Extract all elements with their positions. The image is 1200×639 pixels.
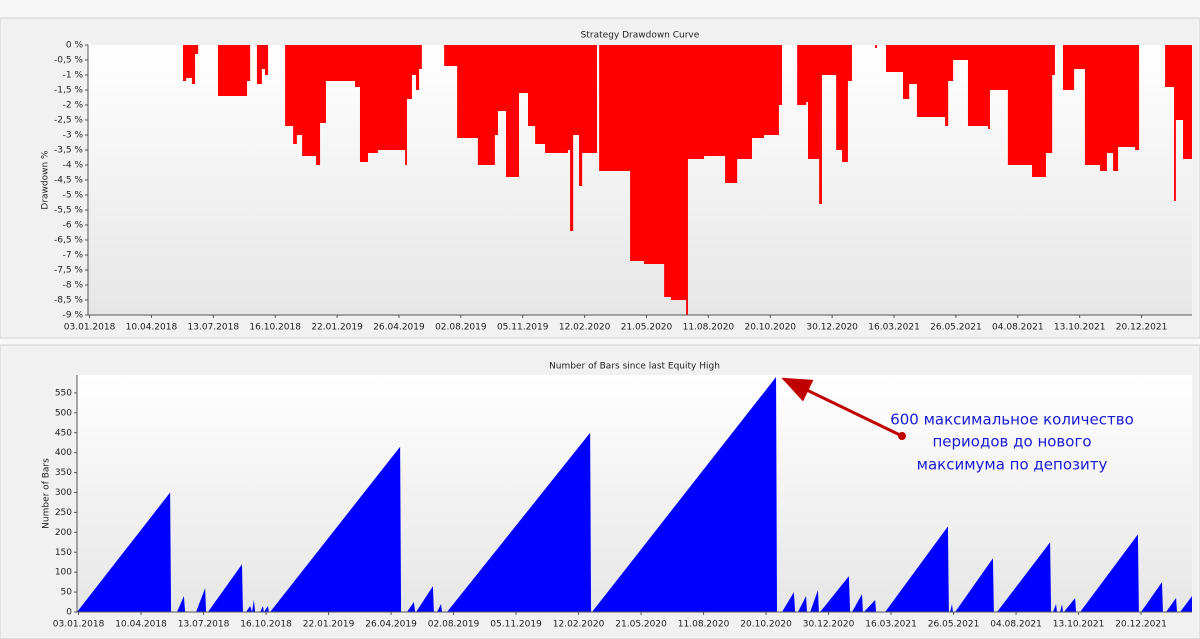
y-tick-label: -1,5 % xyxy=(54,86,83,96)
x-tick-label: 16.03.2021 xyxy=(865,620,917,630)
y-tick-label: -1 % xyxy=(63,71,84,81)
y-tick-label: 550 xyxy=(55,388,72,398)
y-tick-label: 0 % xyxy=(66,41,84,51)
x-tick-label: 22.01.2019 xyxy=(303,620,355,630)
x-tick-label: 22.01.2019 xyxy=(311,323,363,333)
y-tick-label: -6 % xyxy=(63,221,84,231)
y-tick-label: -0,5 % xyxy=(54,56,83,66)
x-tick-label: 30.12.2020 xyxy=(803,620,855,630)
y-tick-label: -7,5 % xyxy=(54,266,83,276)
area xyxy=(88,45,1192,315)
x-tick-label: 02.08.2019 xyxy=(435,323,487,333)
x-tick-label: 04.08.2021 xyxy=(990,620,1042,630)
x-tick-label: 10.04.2018 xyxy=(115,620,167,630)
y-tick-label: 100 xyxy=(55,568,72,578)
y-tick-label: -2 % xyxy=(63,101,84,111)
x-tick-label: 05.11.2019 xyxy=(490,620,542,630)
y-tick-label: -9 % xyxy=(63,311,84,321)
x-tick-label: 11.08.2020 xyxy=(683,323,735,333)
x-tick-label: 12.02.2020 xyxy=(559,323,611,333)
y-tick-label: 300 xyxy=(55,488,72,498)
y-tick-label: -3 % xyxy=(63,131,84,141)
area xyxy=(77,376,1192,612)
y-tick-label: -5 % xyxy=(63,191,84,201)
y-tick-label: -2,5 % xyxy=(54,116,83,126)
y-tick-label: -8 % xyxy=(63,281,84,291)
x-tick-label: 16.03.2021 xyxy=(868,323,920,333)
x-tick-label: 13.07.2018 xyxy=(188,323,240,333)
y-tick-label: 350 xyxy=(55,468,72,478)
x-tick-label: 13.10.2021 xyxy=(1053,620,1105,630)
x-tick-label: 02.08.2019 xyxy=(428,620,480,630)
y-tick-label: 450 xyxy=(55,428,72,438)
x-tick-label: 12.02.2020 xyxy=(553,620,605,630)
x-tick-label: 05.11.2019 xyxy=(497,323,549,333)
x-tick-label: 11.08.2020 xyxy=(678,620,730,630)
x-tick-label: 26.04.2019 xyxy=(365,620,417,630)
x-tick-label: 26.05.2021 xyxy=(930,323,982,333)
x-tick-label: 13.10.2021 xyxy=(1054,323,1106,333)
y-tick-label: -5,5 % xyxy=(54,206,83,216)
x-tick-label: 20.12.2021 xyxy=(1115,620,1167,630)
y-tick-label: -8,5 % xyxy=(54,296,83,306)
annotation-arrow xyxy=(781,377,903,438)
y-tick-label: -6,5 % xyxy=(54,236,83,246)
x-tick-label: 20.10.2020 xyxy=(744,323,796,333)
y-tick-label: 150 xyxy=(55,548,72,558)
y-tick-label: 250 xyxy=(55,508,72,518)
y-tick-label: -4 % xyxy=(63,161,84,171)
x-tick-label: 21.05.2020 xyxy=(615,620,667,630)
x-tick-label: 21.05.2020 xyxy=(621,323,673,333)
annotation-dot xyxy=(898,432,906,440)
x-tick-label: 20.12.2021 xyxy=(1116,323,1168,333)
annotation: 600 максимальное количество xyxy=(890,411,1134,429)
y-tick-label: -3,5 % xyxy=(54,146,83,156)
x-tick-label: 03.01.2018 xyxy=(53,620,105,630)
chart-title: Number of Bars since last Equity High xyxy=(549,362,720,372)
x-tick-label: 26.04.2019 xyxy=(373,323,425,333)
y-axis-label: Number of Bars xyxy=(42,458,52,529)
y-tick-label: -7 % xyxy=(63,251,84,261)
y-tick-label: 200 xyxy=(55,528,72,538)
x-tick-label: 16.10.2018 xyxy=(240,620,292,630)
x-tick-label: 20.10.2020 xyxy=(740,620,792,630)
y-axis-label: Drawdown % xyxy=(41,150,51,210)
y-tick-label: 50 xyxy=(61,588,73,598)
x-tick-label: 26.05.2021 xyxy=(928,620,980,630)
x-tick-label: 30.12.2020 xyxy=(806,323,858,333)
y-tick-label: -4,5 % xyxy=(54,176,83,186)
chart-title: Strategy Drawdown Curve xyxy=(581,31,700,41)
annotation: максимума по депозиту xyxy=(917,456,1108,474)
y-tick-label: 400 xyxy=(55,448,72,458)
y-tick-label: 0 xyxy=(66,608,72,618)
x-tick-label: 16.10.2018 xyxy=(249,323,301,333)
x-tick-label: 13.07.2018 xyxy=(178,620,230,630)
x-tick-label: 03.01.2018 xyxy=(64,323,116,333)
x-tick-label: 10.04.2018 xyxy=(126,323,178,333)
annotation: периодов до нового xyxy=(932,433,1091,451)
y-tick-label: 500 xyxy=(55,408,72,418)
x-tick-label: 04.08.2021 xyxy=(992,323,1044,333)
